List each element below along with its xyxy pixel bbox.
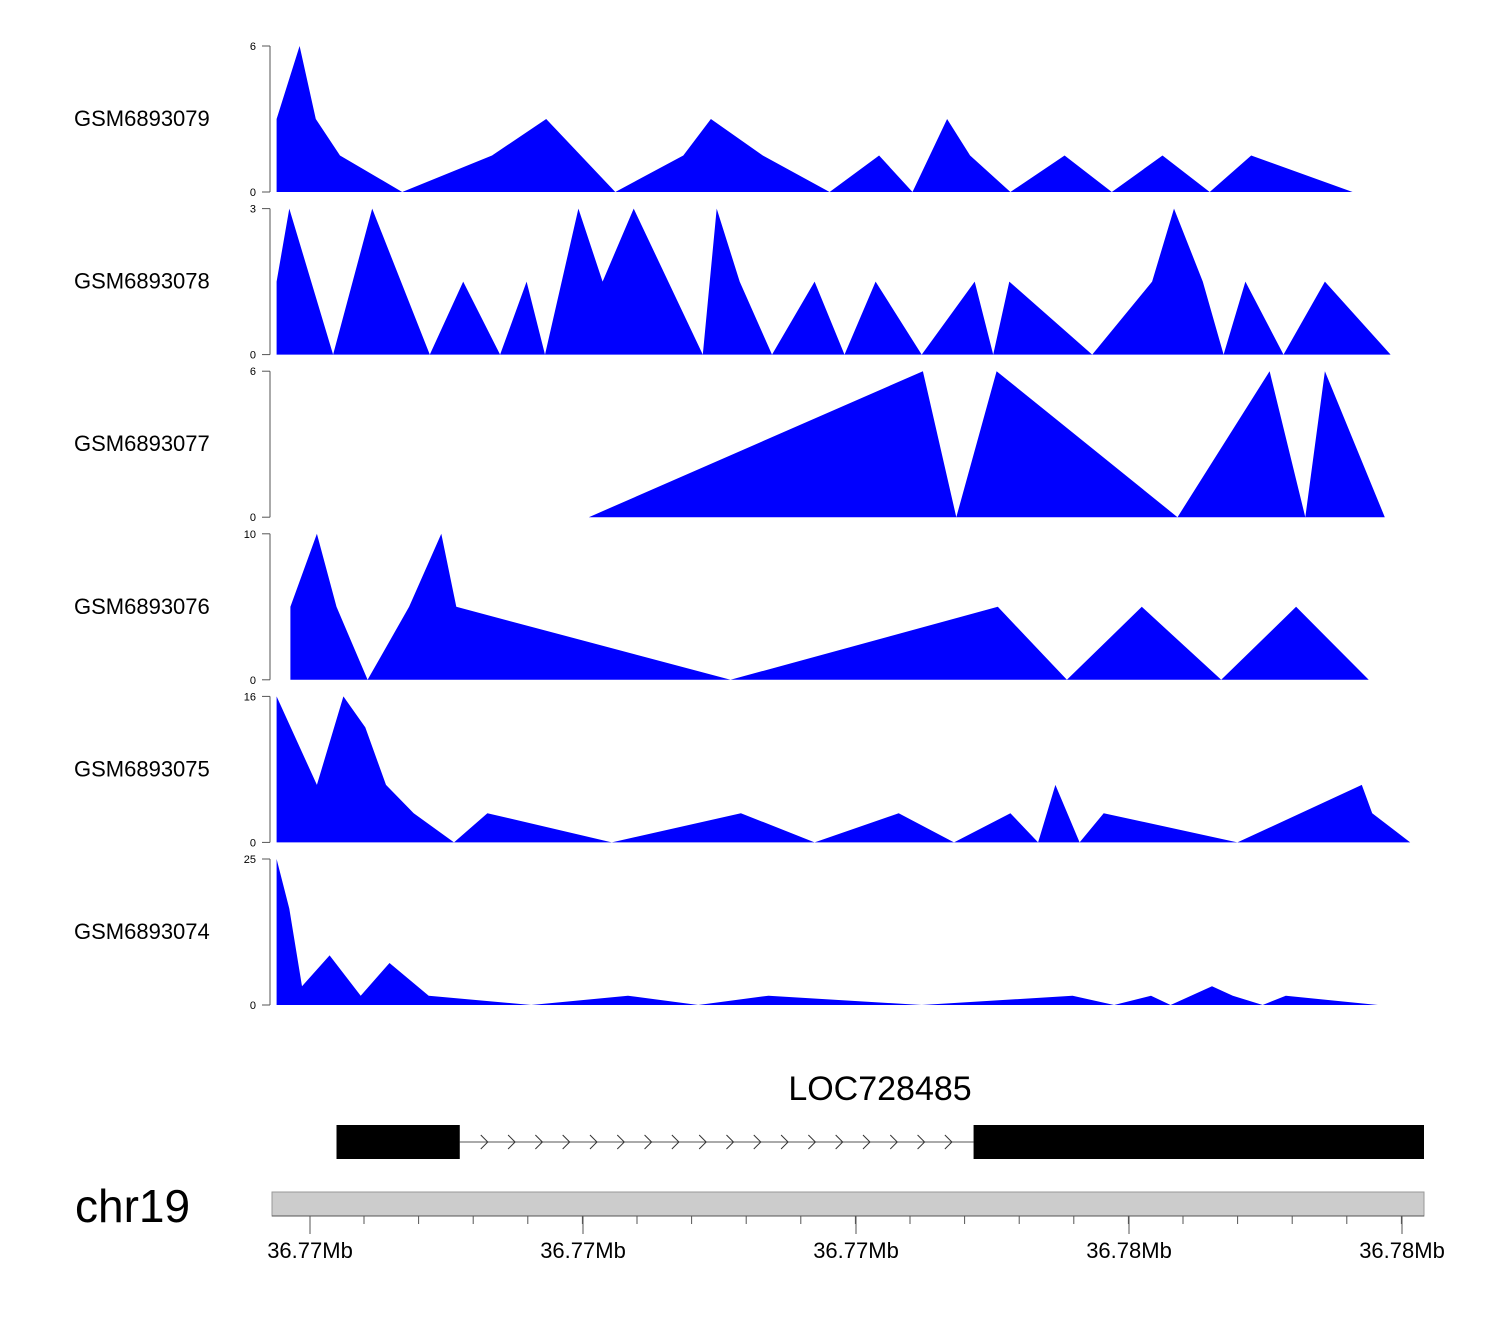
strand-arrow bbox=[589, 1134, 598, 1150]
y-min-label: 0 bbox=[250, 675, 256, 687]
strand-arrow bbox=[726, 1134, 735, 1150]
strand-arrow bbox=[917, 1134, 926, 1150]
coverage-area bbox=[276, 208, 1391, 355]
strand-arrow bbox=[944, 1134, 953, 1150]
track-GSM6893076: GSM6893076 10 0 bbox=[74, 529, 1369, 687]
strand-arrow bbox=[562, 1134, 571, 1150]
strand-arrow bbox=[480, 1134, 489, 1150]
track-label: GSM6893075 bbox=[74, 756, 210, 781]
strand-arrow bbox=[835, 1134, 844, 1150]
y-max-label: 6 bbox=[250, 41, 256, 53]
gene-name-label: LOC728485 bbox=[788, 1070, 971, 1108]
strand-arrow bbox=[808, 1134, 817, 1150]
track-label: GSM6893077 bbox=[74, 431, 210, 456]
track-label: GSM6893076 bbox=[74, 594, 210, 619]
track-GSM6893074: GSM6893074 25 0 bbox=[74, 854, 1378, 1012]
strand-arrow bbox=[780, 1134, 789, 1150]
y-max-label: 10 bbox=[244, 529, 256, 541]
y-min-label: 0 bbox=[250, 837, 256, 849]
coverage-area bbox=[290, 533, 1369, 680]
chromosome-bar bbox=[271, 1191, 1425, 1217]
track-label: GSM6893079 bbox=[74, 106, 210, 131]
strand-arrow bbox=[698, 1134, 707, 1150]
y-max-label: 25 bbox=[244, 854, 256, 866]
chromosome-track: chr19 36.77Mb 36.77Mb 36.77Mb 36.78Mb 36.78M… bbox=[75, 1180, 1445, 1263]
track-label: GSM6893074 bbox=[74, 919, 210, 944]
track-GSM6893078: GSM6893078 3 0 bbox=[74, 204, 1391, 362]
axis-tick-label: 36.77Mb bbox=[267, 1238, 353, 1263]
y-max-label: 16 bbox=[244, 691, 256, 703]
strand-arrow bbox=[671, 1134, 680, 1150]
y-max-label: 3 bbox=[250, 204, 256, 216]
y-min-label: 0 bbox=[250, 350, 256, 362]
y-min-label: 0 bbox=[250, 1000, 256, 1012]
track-GSM6893079: GSM6893079 6 0 bbox=[74, 41, 1353, 199]
strand-arrow bbox=[616, 1134, 625, 1150]
coverage-tracks: GSM689307960GSM689307830GSM689307760GSM6… bbox=[74, 41, 1411, 1012]
gene-track: LOC728485 bbox=[336, 1070, 1424, 1159]
track-label: GSM6893078 bbox=[74, 269, 210, 294]
strand-arrow bbox=[644, 1134, 653, 1150]
coverage-area bbox=[276, 46, 1353, 192]
y-max-label: 6 bbox=[250, 366, 256, 378]
axis-tick-label: 36.78Mb bbox=[1086, 1238, 1172, 1263]
axis-tick-label: 36.77Mb bbox=[540, 1238, 626, 1263]
strand-arrow bbox=[535, 1134, 544, 1150]
axis-tick-label: 36.77Mb bbox=[813, 1238, 899, 1263]
track-GSM6893075: GSM6893075 16 0 bbox=[74, 691, 1411, 849]
strand-arrow bbox=[889, 1134, 898, 1150]
chromosome-label: chr19 bbox=[75, 1180, 190, 1232]
y-min-label: 0 bbox=[250, 512, 256, 524]
coverage-area bbox=[276, 859, 1378, 1005]
gene-model bbox=[336, 1125, 1424, 1159]
coverage-area bbox=[588, 371, 1385, 518]
strand-arrow bbox=[862, 1134, 871, 1150]
genome-axis: 36.77Mb 36.77Mb 36.77Mb 36.78Mb 36.78Mb bbox=[267, 1215, 1445, 1263]
track-GSM6893077: GSM6893077 6 0 bbox=[74, 366, 1385, 524]
coverage-area bbox=[276, 696, 1411, 843]
exon bbox=[973, 1125, 1424, 1159]
strand-arrow bbox=[507, 1134, 516, 1150]
y-min-label: 0 bbox=[250, 187, 256, 199]
exon bbox=[336, 1125, 460, 1159]
strand-arrow bbox=[753, 1134, 762, 1150]
axis-tick-label: 36.78Mb bbox=[1359, 1238, 1445, 1263]
